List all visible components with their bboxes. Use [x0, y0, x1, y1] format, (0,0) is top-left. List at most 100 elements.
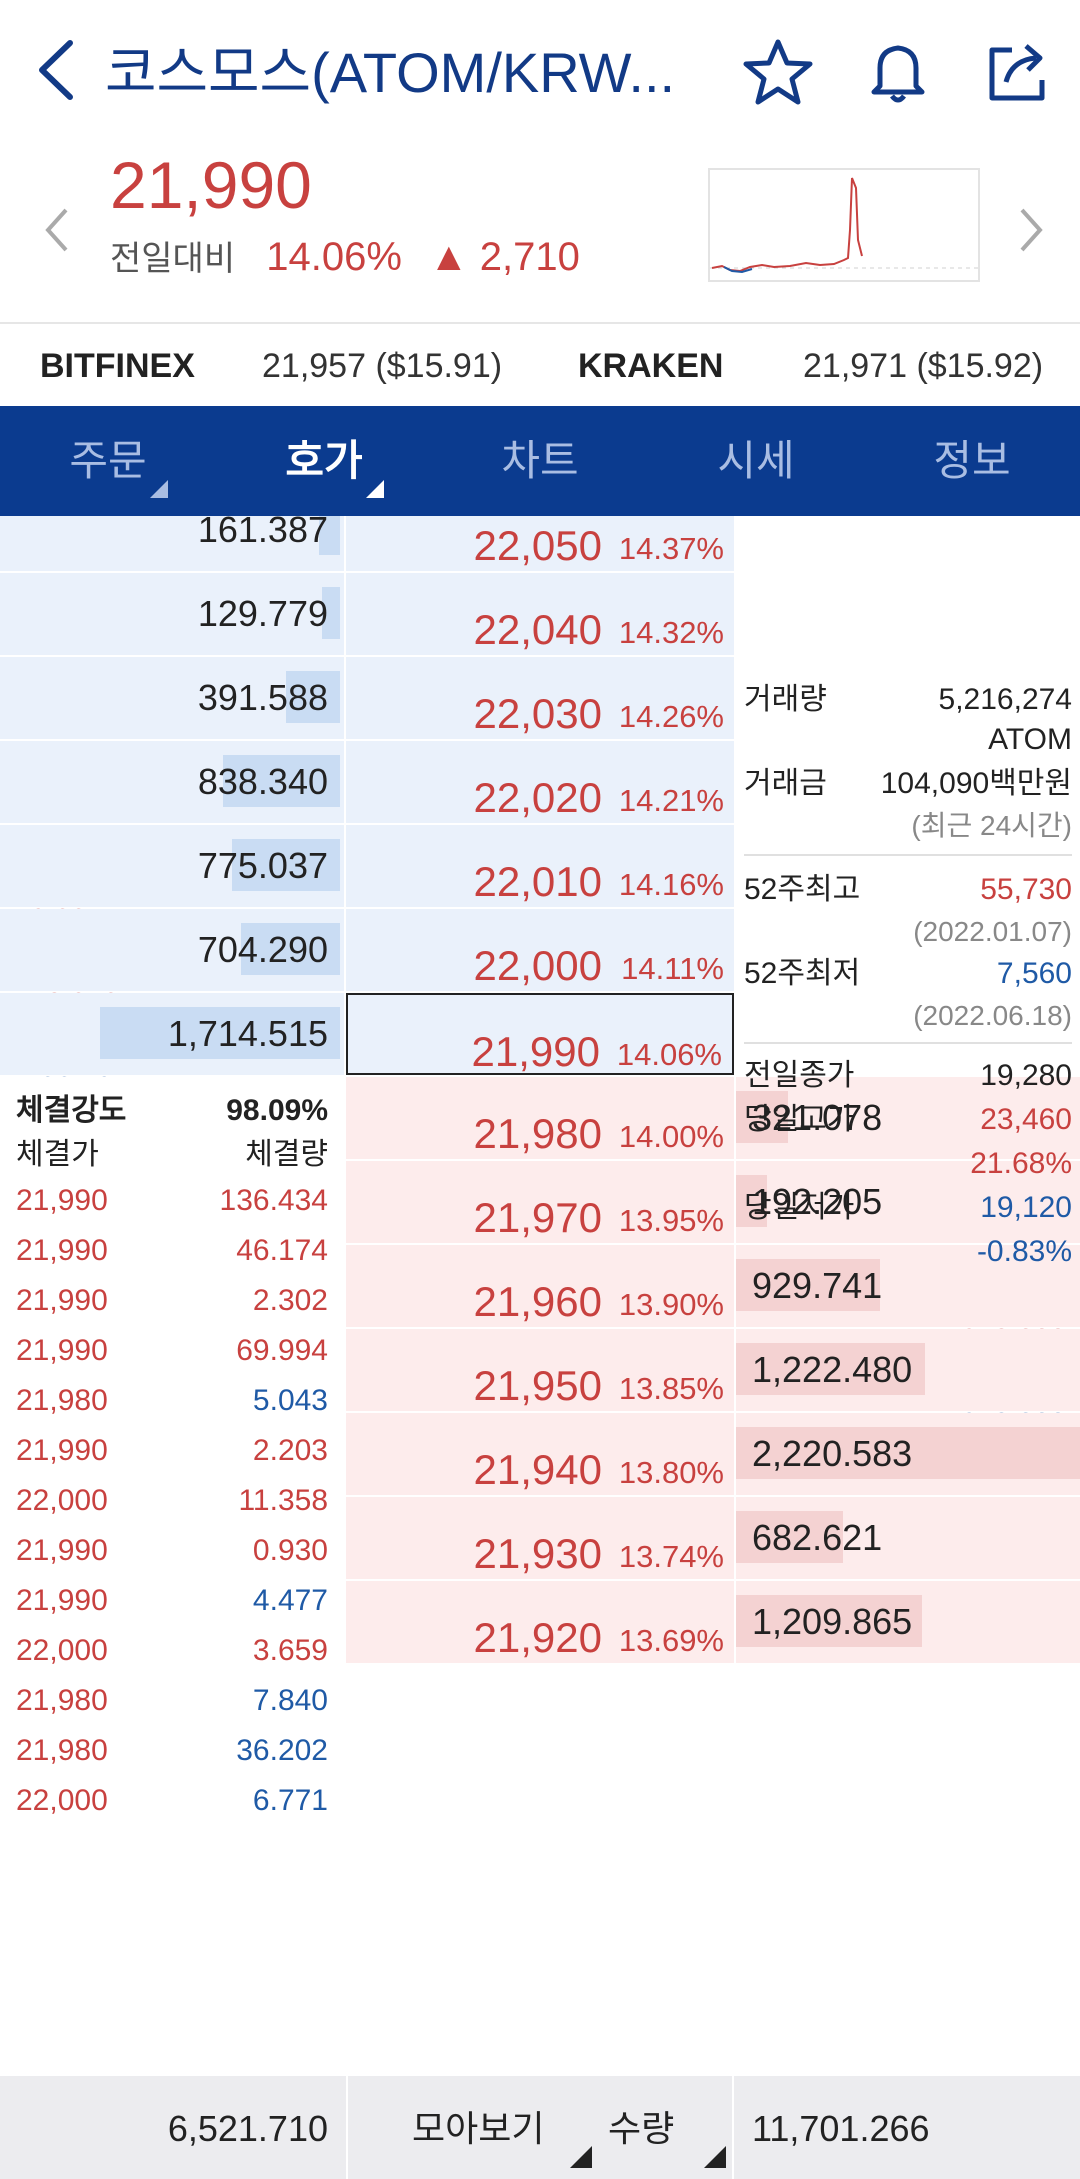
- trade-quantity: 11.358: [238, 1484, 328, 1517]
- trade-quantity: 6.771: [252, 1784, 328, 1817]
- back-icon[interactable]: [30, 35, 90, 105]
- ask-price-row[interactable]: 22,010 14.16%: [346, 825, 734, 907]
- bid-row[interactable]: 1,209.865: [736, 1581, 1080, 1663]
- trade-price: 21,990: [16, 1234, 108, 1267]
- order-book[interactable]: 161.387 129.779 391.588 838.340 775.03752.22…: [0, 516, 1080, 2076]
- star-icon[interactable]: [742, 36, 814, 108]
- tab-chart[interactable]: 차트: [432, 406, 648, 516]
- high52-date: (2022.01.07): [913, 916, 1072, 947]
- bid-row[interactable]: 1,222.480-310.000: [736, 1329, 1080, 1440]
- ask-price-row[interactable]: 22,040 14.32%: [346, 573, 734, 655]
- ask-row[interactable]: 775.03752.224: [0, 825, 344, 936]
- order-price-percent: 14.06%: [616, 1037, 722, 1072]
- bid-total-cell: 11,701.266: [736, 2076, 1080, 2179]
- order-price: 22,000: [473, 942, 602, 989]
- order-price-percent: 13.74%: [618, 1539, 724, 1574]
- ask-price-row[interactable]: 21,990 14.06%: [346, 993, 734, 1075]
- bid-row[interactable]: 192.205-715.447: [736, 1161, 1080, 1272]
- bid-volume-bar: [736, 1511, 843, 1563]
- ask-row[interactable]: 391.588: [0, 657, 344, 739]
- order-price-percent: 14.37%: [618, 531, 724, 566]
- trade-quantity: 0.930: [252, 1534, 328, 1567]
- order-price: 22,030: [473, 690, 602, 737]
- prev-coin-chevron-icon[interactable]: [38, 200, 78, 260]
- ask-quantity: 775.037: [197, 845, 328, 886]
- ask-quantity: 838.340: [197, 761, 328, 802]
- ask-price-row[interactable]: 22,020 14.21%: [346, 741, 734, 823]
- trade-quantity: 3.659: [252, 1634, 328, 1667]
- amount-label: 거래금: [744, 767, 827, 800]
- bid-row[interactable]: 321.078155.661: [736, 1077, 1080, 1188]
- order-book-footer: 6,521.710 모아보기 수량 11,701.266: [0, 2076, 1080, 2179]
- high52-label: 52주최고: [744, 873, 861, 906]
- trade-quantity: 80.692: [236, 1831, 328, 1837]
- ask-row[interactable]: 704.290150.842: [0, 909, 344, 1020]
- ask-price-row[interactable]: 22,030 14.26%: [346, 657, 734, 739]
- order-price-percent: 14.00%: [618, 1119, 724, 1154]
- order-price-percent: 14.21%: [618, 783, 724, 818]
- bid-price-row[interactable]: 21,920 13.69%: [346, 1581, 734, 1663]
- order-price: 21,930: [473, 1530, 602, 1577]
- order-price: 21,970: [473, 1194, 602, 1241]
- order-price-percent: 14.26%: [618, 699, 724, 734]
- trade-price: 21,990: [16, 1534, 108, 1567]
- prev-close-label: 전일종가: [744, 1059, 855, 1092]
- bid-volume-bar: [736, 1175, 767, 1227]
- ask-total: 6,521.710: [167, 2108, 328, 2149]
- order-price: 22,040: [473, 606, 602, 653]
- tab-label: 호가: [285, 437, 363, 484]
- ask-row[interactable]: 161.387: [0, 516, 344, 571]
- order-price: 21,920: [473, 1614, 602, 1661]
- order-price: 21,940: [473, 1446, 602, 1493]
- bid-price-row[interactable]: 21,930 13.74%: [346, 1497, 734, 1579]
- bid-price-row[interactable]: 21,950 13.85%: [346, 1329, 734, 1411]
- bid-row[interactable]: 682.621: [736, 1497, 1080, 1579]
- trade-price: 22,000: [16, 1831, 108, 1837]
- ask-row[interactable]: 1,714.515-136.434: [0, 993, 344, 1104]
- bid-price-row[interactable]: 21,970 13.95%: [346, 1161, 734, 1243]
- low52-label: 52주최저: [744, 957, 861, 990]
- ask-volume-bar: [322, 587, 340, 639]
- bid-price-row[interactable]: 21,980 14.00%: [346, 1077, 734, 1159]
- bid-price-row[interactable]: 21,940 13.80%: [346, 1413, 734, 1495]
- day-low-value: 19,120: [980, 1191, 1072, 1224]
- ask-quantity: 391.588: [197, 677, 328, 718]
- ask-row[interactable]: 129.779: [0, 573, 344, 655]
- ask-row[interactable]: 838.340: [0, 741, 344, 823]
- tab-order[interactable]: 주문: [0, 406, 216, 516]
- mini-price-chart[interactable]: [708, 168, 980, 282]
- bell-icon[interactable]: [862, 36, 934, 108]
- unit-toggle-button[interactable]: 수량: [568, 2076, 734, 2179]
- day-high-pct: 21.68%: [970, 1147, 1072, 1180]
- volume-value: 5,216,274: [938, 683, 1072, 716]
- tab-market[interactable]: 시세: [648, 406, 864, 516]
- trade-quantity: 5.043: [252, 1384, 328, 1417]
- order-price-percent: 14.16%: [618, 867, 724, 902]
- bid-price-row[interactable]: 21,960 13.90%: [346, 1245, 734, 1327]
- divider: [744, 854, 1072, 856]
- day-low-label: 당일저가: [744, 1191, 855, 1224]
- bid-total: 11,701.266: [752, 2108, 930, 2149]
- unit-label: 수량: [608, 2108, 675, 2149]
- next-coin-chevron-icon[interactable]: [1010, 200, 1050, 260]
- dropdown-triangle-icon: [150, 480, 168, 498]
- tab-info[interactable]: 정보: [864, 406, 1080, 516]
- view-mode-button[interactable]: 모아보기: [348, 2076, 592, 2179]
- bid-volume-bar: [736, 1343, 925, 1395]
- order-price: 22,050: [473, 522, 602, 569]
- ask-price-row[interactable]: 22,000 14.11%: [346, 909, 734, 991]
- order-price-percent: 13.95%: [618, 1203, 724, 1238]
- share-icon[interactable]: [982, 36, 1054, 108]
- bid-row[interactable]: 2,220.583: [736, 1413, 1080, 1495]
- tab-orderbook[interactable]: 호가: [216, 406, 432, 516]
- bid-quantity: 1,209.865: [752, 1601, 913, 1642]
- order-price-percent: 14.11%: [621, 951, 724, 986]
- ask-price-row[interactable]: 22,050 14.37%: [346, 516, 734, 571]
- recent-trades-panel[interactable]: 체결강도 98.09% 체결가 체결량 21,990 136.434 21,990 4…: [0, 1077, 344, 1837]
- trade-price: 22,000: [16, 1784, 108, 1817]
- divider: [744, 1042, 1072, 1044]
- trade-price: 21,990: [16, 1184, 108, 1217]
- order-price-percent: 14.32%: [618, 615, 724, 650]
- order-price: 22,020: [473, 774, 602, 821]
- bid-quantity: 682.621: [752, 1517, 883, 1558]
